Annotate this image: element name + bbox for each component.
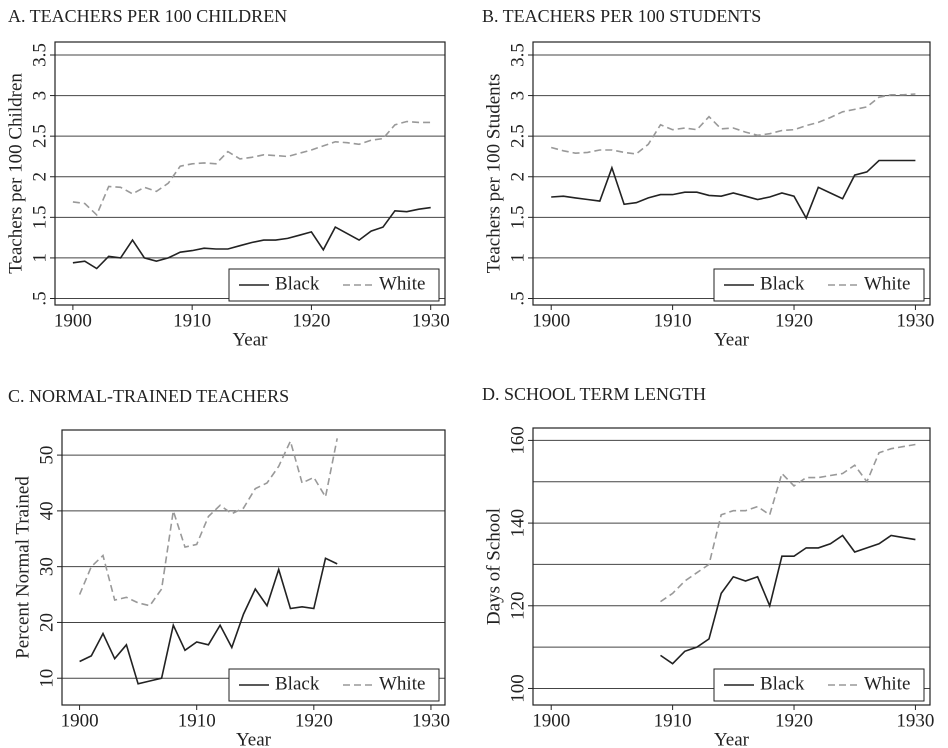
panel-title: A. TEACHERS PER 100 CHILDREN [8, 6, 287, 26]
x-tick-label: 1910 [654, 710, 692, 731]
legend-label: Black [275, 273, 320, 294]
x-tick-label: 1910 [654, 310, 692, 331]
y-tick-label: 160 [507, 426, 528, 455]
y-tick-label: .5 [29, 291, 50, 305]
y-tick-label: 1.5 [507, 205, 528, 229]
series-line [72, 206, 431, 270]
x-tick-label: 1930 [412, 710, 450, 731]
series-line [78, 438, 338, 607]
x-tick-label: 1920 [775, 310, 813, 331]
y-tick-label: 1.5 [29, 205, 50, 229]
y-tick-label: 50 [36, 446, 57, 465]
y-tick-label: 10 [36, 669, 57, 688]
y-axis-label: Days of School [483, 508, 504, 625]
legend-label: White [379, 673, 425, 694]
y-tick-label: 30 [36, 557, 57, 576]
y-tick-label: 3 [507, 91, 528, 101]
series-line [660, 534, 916, 665]
plot-frame [532, 427, 931, 706]
y-tick-label: 3.5 [507, 43, 528, 67]
y-tick-label: 140 [507, 509, 528, 538]
x-tick-label: 1900 [61, 710, 99, 731]
x-tick-label: 1930 [896, 710, 934, 731]
x-tick-label: 1920 [292, 310, 330, 331]
y-axis-label: Percent Normal Trained [12, 476, 33, 659]
panel-title: B. TEACHERS PER 100 STUDENTS [482, 6, 761, 26]
x-axis-label: Year [714, 729, 750, 748]
x-tick-label: 1930 [412, 310, 450, 331]
series-line [550, 93, 916, 155]
x-tick-label: 1900 [532, 710, 570, 731]
y-tick-label: 120 [507, 592, 528, 621]
legend-label: Black [760, 673, 805, 694]
panel: B. TEACHERS PER 100 STUDENTS .5 1 1.5 2 2.5 3 3… [482, 6, 934, 350]
x-axis-label: Year [236, 729, 272, 748]
y-tick-label: 2 [29, 172, 50, 182]
panel-title: C. NORMAL-TRAINED TEACHERS [8, 386, 289, 406]
y-tick-label: 1 [507, 253, 528, 263]
panel: C. NORMAL-TRAINED TEACHERS 10 20 30 40 50 1900… [8, 386, 450, 748]
x-axis-label: Year [714, 329, 750, 350]
x-tick-label: 1920 [775, 710, 813, 731]
x-tick-label: 1920 [295, 710, 333, 731]
plot-frame [61, 429, 446, 706]
panel: D. SCHOOL TERM LENGTH 100 120 140 160 1900 191… [482, 384, 934, 748]
y-tick-label: 100 [507, 674, 528, 703]
y-tick-label: 2.5 [29, 124, 50, 148]
y-axis-label: Teachers per 100 Students [483, 74, 504, 274]
legend-label: Black [760, 273, 805, 294]
x-axis-label: Year [232, 329, 268, 350]
y-axis-label: Teachers per 100 Children [5, 73, 26, 274]
panel: A. TEACHERS PER 100 CHILDREN .5 1 1.5 2 2.5 3 3… [5, 6, 449, 350]
plot-frame [532, 41, 931, 306]
y-tick-label: 2 [507, 172, 528, 182]
x-tick-label: 1910 [173, 310, 211, 331]
panel-title: D. SCHOOL TERM LENGTH [482, 384, 706, 404]
series-line [551, 159, 916, 220]
y-tick-label: 2.5 [507, 124, 528, 148]
legend-label: White [864, 273, 910, 294]
series-line [79, 557, 338, 685]
legend-box [228, 268, 440, 302]
legend-label: Black [275, 673, 320, 694]
legend-label: White [379, 273, 425, 294]
y-tick-label: 20 [36, 613, 57, 632]
y-tick-label: 1 [29, 253, 50, 263]
y-tick-label: 3 [29, 91, 50, 101]
y-tick-label: 3.5 [29, 43, 50, 67]
y-tick-label: .5 [507, 291, 528, 305]
x-tick-label: 1910 [178, 710, 216, 731]
y-tick-label: 40 [36, 501, 57, 520]
series-line [72, 120, 431, 217]
x-tick-label: 1900 [54, 310, 92, 331]
legend-label: White [864, 673, 910, 694]
x-tick-label: 1930 [896, 310, 934, 331]
plot-frame [54, 41, 446, 306]
x-tick-label: 1900 [532, 310, 570, 331]
